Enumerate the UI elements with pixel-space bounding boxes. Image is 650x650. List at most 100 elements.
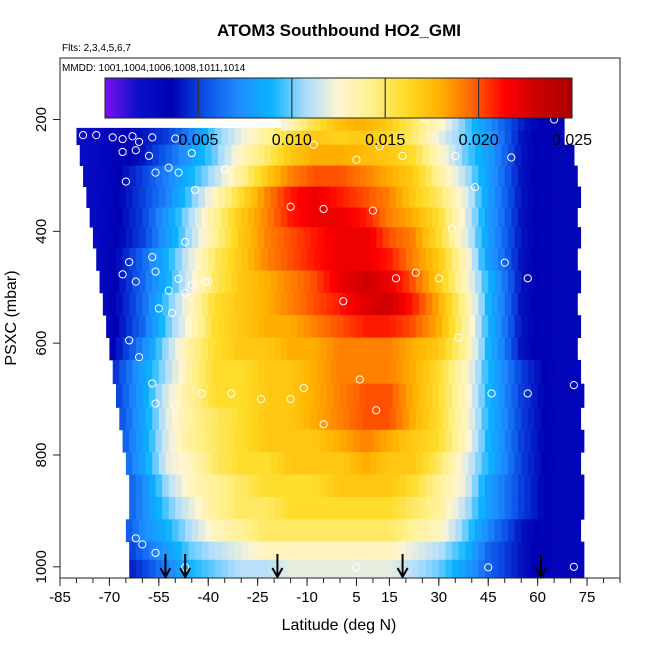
heatmap-cell	[445, 292, 453, 316]
heatmap-cell	[366, 429, 374, 453]
heatmap-cell	[112, 270, 120, 294]
heatmap-cell	[181, 337, 190, 361]
heatmap-cell	[181, 165, 190, 188]
heatmap-cell	[270, 407, 279, 431]
heatmap-cell	[392, 383, 400, 408]
heatmap-cell	[260, 165, 269, 188]
heatmap-cell	[517, 383, 526, 408]
heatmap-cell	[484, 165, 493, 188]
heatmap-cell	[303, 519, 311, 543]
heatmap-cell	[438, 429, 447, 453]
heatmap-cell	[494, 407, 503, 431]
heatmap-cell	[564, 541, 572, 561]
heatmap-cell	[139, 519, 147, 543]
heatmap-cell	[165, 519, 173, 543]
heatmap-cell	[382, 144, 391, 167]
heatmap-cell	[570, 383, 578, 408]
heatmap-cell	[419, 292, 427, 316]
heatmap-cell	[475, 407, 483, 431]
heatmap-cell	[293, 559, 302, 578]
heatmap-cell	[139, 270, 147, 294]
heatmap-cell	[540, 519, 549, 543]
heatmap-cell	[247, 383, 255, 408]
heatmap-cell	[386, 383, 394, 408]
heatmap-cell	[540, 270, 549, 294]
heatmap-cell	[484, 541, 493, 561]
heatmap-cell	[244, 407, 252, 431]
heatmap-cell	[359, 474, 367, 498]
heatmap-cell	[363, 452, 371, 475]
heatmap-cell	[419, 383, 427, 408]
observation-point	[131, 534, 140, 543]
heatmap-cell	[122, 207, 130, 228]
heatmap-cell	[152, 186, 160, 208]
profile-arrows	[159, 554, 547, 580]
heatmap-cell	[287, 292, 295, 316]
heatmap-cell	[389, 270, 397, 294]
heatmap-cell	[455, 315, 463, 338]
heatmap-cell	[537, 207, 545, 228]
observation-point	[125, 257, 134, 267]
heatmap-cell	[376, 227, 384, 249]
heatmap-cell	[448, 359, 456, 385]
heatmap-cell	[122, 165, 130, 188]
heatmap-cell	[310, 144, 318, 167]
heatmap-cell	[386, 429, 394, 453]
heatmap-cell	[560, 270, 568, 294]
heatmap-cell	[445, 474, 453, 498]
heatmap-cell	[372, 207, 381, 228]
heatmap-cell	[412, 474, 420, 498]
heatmap-cell	[336, 186, 344, 208]
heatmap-cell	[188, 207, 196, 228]
heatmap-cell	[162, 292, 170, 316]
heatmap-cell	[208, 127, 216, 146]
heatmap-cell	[504, 429, 512, 453]
heatmap-cell	[501, 144, 509, 167]
heatmap-cell	[511, 429, 519, 453]
heatmap-cell	[139, 227, 147, 249]
heatmap-cell	[557, 496, 565, 520]
heatmap-cell	[109, 292, 117, 316]
heatmap-cell	[323, 519, 331, 543]
heatmap-cell	[270, 144, 279, 167]
heatmap-cell	[290, 407, 298, 431]
heatmap-cell	[277, 227, 285, 249]
heatmap-cell	[353, 337, 361, 361]
heatmap-cell	[524, 165, 532, 188]
heatmap-cell	[379, 429, 387, 453]
heatmap-cell	[195, 429, 203, 453]
heatmap-cell	[475, 359, 483, 385]
heatmap-cell	[300, 207, 308, 228]
heatmap-cell	[544, 337, 552, 361]
heatmap-cell	[359, 496, 367, 520]
heatmap-cell	[224, 407, 232, 431]
heatmap-cell	[564, 474, 572, 498]
heatmap-cell	[234, 337, 242, 361]
heatmap-cell	[425, 496, 433, 520]
heatmap-cell	[498, 292, 506, 316]
heatmap-cell	[303, 186, 311, 208]
heatmap-cell	[158, 519, 167, 543]
heatmap-cell	[198, 452, 206, 475]
heatmap-cell	[188, 165, 196, 188]
heatmap-cell	[211, 186, 219, 208]
heatmap-cell	[109, 337, 117, 361]
heatmap-cell	[415, 359, 423, 385]
heatmap-cell	[237, 186, 246, 208]
heatmap-cell	[201, 429, 209, 453]
heatmap-cell	[313, 337, 321, 361]
observation-point	[523, 274, 532, 283]
heatmap-cell	[422, 359, 430, 385]
heatmap-cell	[557, 337, 565, 361]
heatmap-cell	[372, 127, 381, 146]
heatmap-cell	[208, 541, 216, 561]
heatmap-cell	[129, 337, 137, 361]
heatmap-cell	[369, 186, 377, 208]
heatmap-cell	[452, 474, 460, 498]
heatmap-cell	[125, 452, 134, 475]
heatmap-cell	[257, 186, 265, 208]
profile-arrow-head	[396, 567, 409, 580]
heatmap-cell	[178, 407, 186, 431]
heatmap-cell	[471, 207, 479, 228]
